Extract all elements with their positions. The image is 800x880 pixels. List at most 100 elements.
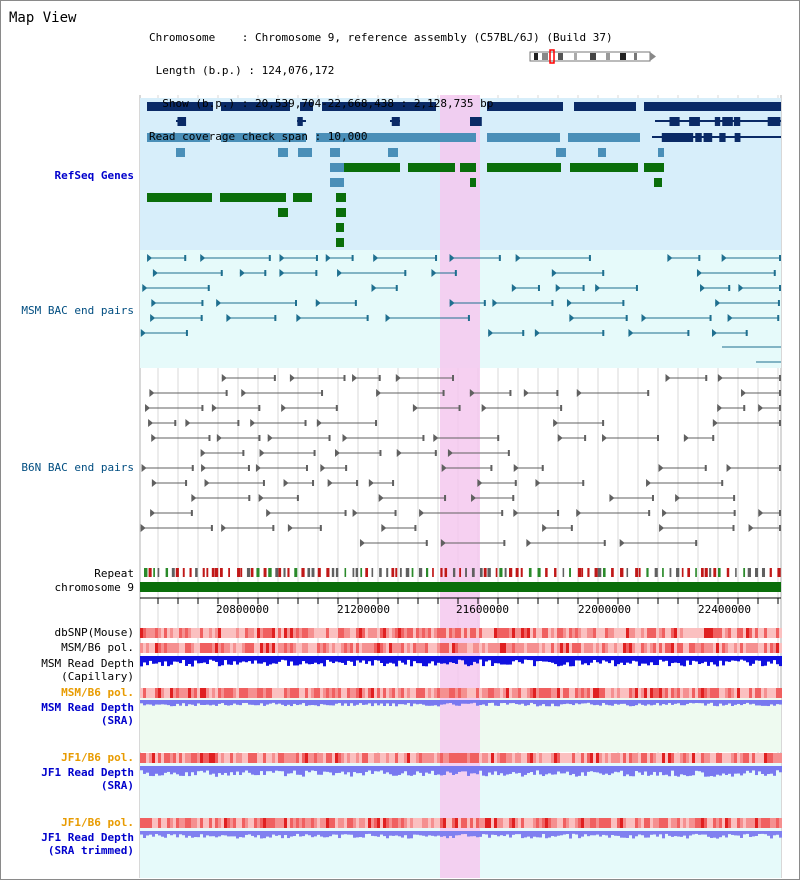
msm-bac-end bbox=[184, 255, 187, 261]
read-depth-bar bbox=[608, 831, 611, 838]
repeat-mark bbox=[399, 568, 402, 577]
polymorphism-cell bbox=[464, 753, 467, 763]
track-label-repeat[interactable]: Repeat bbox=[94, 567, 134, 580]
polymorphism-cell bbox=[608, 818, 611, 828]
track-label-jf1-b6-pol-trim[interactable]: JF1/B6 pol. bbox=[61, 816, 134, 829]
polymorphism-cell bbox=[692, 688, 695, 698]
polymorphism-cell bbox=[710, 688, 713, 698]
polymorphism-cell bbox=[611, 688, 614, 698]
track-label-msm-depth-capillary[interactable]: MSM Read Depth bbox=[41, 657, 134, 670]
track-label-msm-bac[interactable]: MSM BAC end pairs bbox=[21, 304, 134, 317]
gene-block bbox=[470, 178, 476, 187]
polymorphism-cell bbox=[776, 628, 779, 638]
read-depth-bar bbox=[560, 766, 563, 774]
polymorphism-cell bbox=[722, 818, 725, 828]
polymorphism-cell bbox=[626, 753, 629, 763]
polymorphism-cell bbox=[743, 818, 746, 828]
polymorphism-cell bbox=[191, 818, 194, 828]
read-depth-bar bbox=[290, 831, 293, 837]
repeat-mark bbox=[157, 568, 160, 577]
polymorphism-cell bbox=[209, 688, 212, 698]
track-label-msm-depth-sra[interactable]: MSM Read Depth bbox=[41, 701, 134, 714]
read-depth-bar bbox=[392, 831, 395, 836]
repeat-mark bbox=[165, 568, 169, 577]
read-depth-bar bbox=[497, 656, 500, 664]
read-depth-bar bbox=[590, 656, 593, 663]
polymorphism-cell bbox=[182, 643, 185, 653]
read-depth-bar bbox=[239, 766, 242, 775]
polymorphism-cell bbox=[539, 628, 542, 638]
read-depth-bar bbox=[722, 700, 725, 706]
polymorphism-cell bbox=[671, 818, 674, 828]
polymorphism-cell bbox=[776, 643, 779, 653]
read-depth-bar bbox=[230, 831, 233, 837]
polymorphism-cell bbox=[596, 643, 599, 653]
polymorphism-cell bbox=[638, 688, 641, 698]
polymorphism-cell bbox=[449, 818, 452, 828]
read-depth-bar bbox=[467, 656, 470, 667]
read-depth-bar bbox=[263, 766, 266, 775]
read-depth-bar bbox=[479, 700, 482, 706]
read-depth-bar bbox=[359, 831, 362, 838]
track-label-jf1-depth[interactable]: JF1 Read Depth bbox=[41, 766, 134, 779]
read-depth-bar bbox=[731, 831, 734, 835]
gene-exon bbox=[689, 117, 700, 126]
polymorphism-cell bbox=[299, 628, 302, 638]
track-label-jf1-b6-pol[interactable]: JF1/B6 pol. bbox=[61, 751, 134, 764]
polymorphism-cell bbox=[500, 628, 503, 638]
read-depth-bar bbox=[371, 656, 374, 666]
polymorphism-cell bbox=[287, 818, 290, 828]
read-depth-bar bbox=[716, 700, 719, 707]
repeat-mark bbox=[294, 568, 298, 577]
msm-bac-end bbox=[315, 270, 318, 276]
track-label-refseq[interactable]: RefSeq Genes bbox=[54, 169, 134, 182]
read-depth-bar bbox=[218, 831, 221, 837]
b6n-bac-end bbox=[726, 464, 732, 472]
polymorphism-cell bbox=[245, 643, 248, 653]
read-depth-bar bbox=[401, 656, 404, 663]
track-label-b6n-bac[interactable]: B6N BAC end pairs bbox=[21, 461, 134, 474]
polymorphism-cell bbox=[140, 688, 143, 698]
track-label-msm-b6-pol[interactable]: MSM/B6 pol. bbox=[61, 641, 134, 654]
read-depth-bar bbox=[692, 700, 695, 704]
read-depth-bar bbox=[479, 831, 482, 837]
polymorphism-cell bbox=[278, 818, 281, 828]
track-label-dbsnp[interactable]: dbSNP(Mouse) bbox=[54, 626, 134, 639]
polymorphism-cell bbox=[200, 688, 203, 698]
read-depth-bar bbox=[476, 831, 479, 838]
b6n-bac-end bbox=[779, 525, 781, 531]
polymorphism-cell bbox=[260, 628, 263, 638]
read-depth-bar bbox=[410, 831, 413, 839]
msm-bac-end bbox=[534, 329, 540, 337]
ideogram-band bbox=[574, 53, 577, 60]
read-depth-bar bbox=[767, 700, 770, 707]
read-depth-bar bbox=[386, 831, 389, 839]
read-depth-bar bbox=[590, 700, 593, 705]
track-label-jf1-depth-trim[interactable]: JF1 Read Depth bbox=[41, 831, 134, 844]
repeat-mark bbox=[425, 568, 429, 577]
polymorphism-cell bbox=[677, 753, 680, 763]
polymorphism-cell bbox=[461, 818, 464, 828]
polymorphism-cell bbox=[437, 688, 440, 698]
polymorphism-cell bbox=[512, 628, 515, 638]
read-depth-bar bbox=[563, 700, 566, 705]
read-depth-bar bbox=[746, 656, 749, 663]
polymorphism-cell bbox=[515, 628, 518, 638]
read-depth-bar bbox=[296, 766, 299, 775]
polymorphism-cell bbox=[146, 643, 149, 653]
b6n-bac-end bbox=[442, 390, 445, 396]
b6n-bac-end bbox=[712, 419, 718, 427]
polymorphism-cell bbox=[218, 643, 221, 653]
read-depth-bar bbox=[485, 831, 488, 835]
polymorphism-cell bbox=[764, 818, 767, 828]
b6n-bac-end bbox=[221, 524, 227, 532]
polymorphism-cell bbox=[332, 753, 335, 763]
read-depth-bar bbox=[539, 831, 542, 838]
track-label-msm-b6-pol-sra[interactable]: MSM/B6 pol. bbox=[61, 686, 134, 699]
read-depth-bar bbox=[653, 766, 656, 772]
polymorphism-cell bbox=[401, 753, 404, 763]
polymorphism-cell bbox=[179, 688, 182, 698]
read-depth-bar bbox=[221, 766, 224, 775]
polymorphism-cell bbox=[662, 643, 665, 653]
